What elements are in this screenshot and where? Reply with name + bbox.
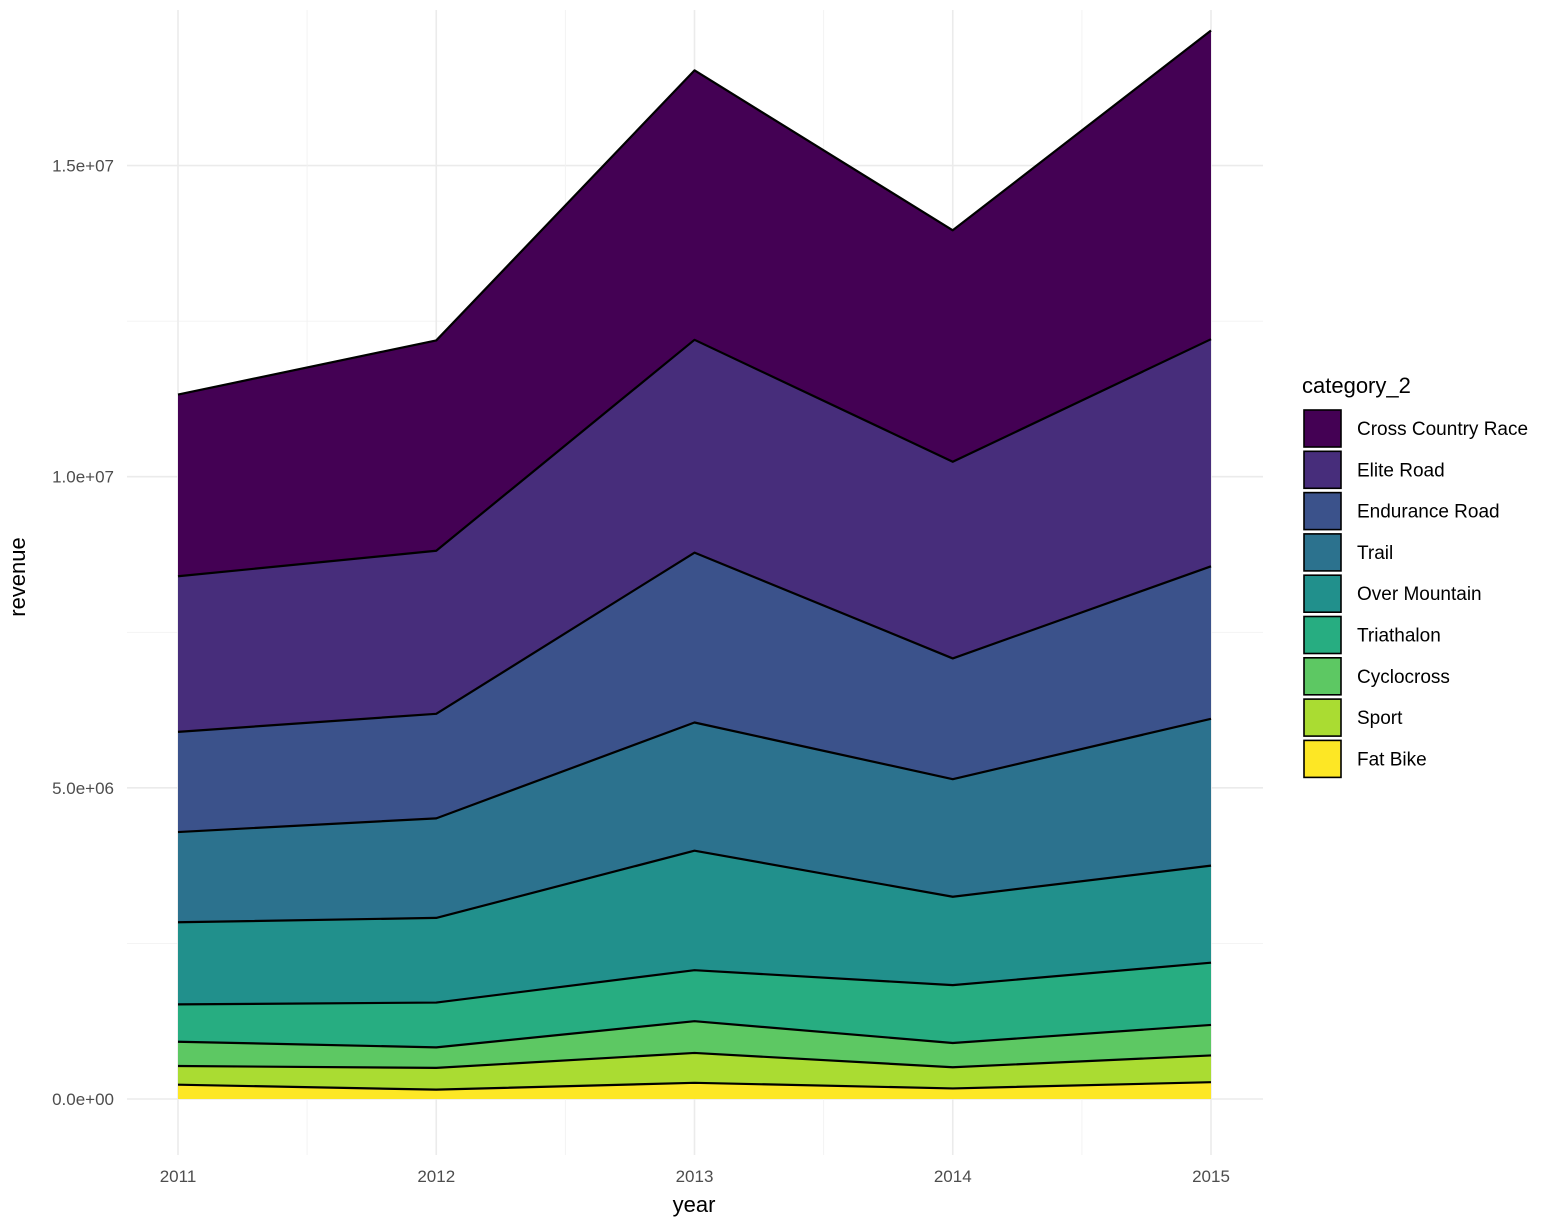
legend-label-fat-bike: Fat Bike bbox=[1357, 749, 1427, 770]
boundary-lines bbox=[177, 29, 1212, 1091]
line-elite-road bbox=[177, 338, 1212, 578]
area-over-mountain bbox=[178, 850, 1211, 1005]
line-endurance-road bbox=[177, 551, 1212, 733]
line-sport bbox=[177, 1051, 1212, 1069]
legend-label-sport: Sport bbox=[1357, 708, 1403, 729]
y-tick-label: 1.0e+07 bbox=[52, 468, 114, 487]
line-cyclocross bbox=[177, 1020, 1212, 1049]
legend: category_2 Cross Country Race Elite Road E… bbox=[1302, 373, 1528, 779]
legend-items: Cross Country Race Elite Road Endurance Ro… bbox=[1303, 409, 1528, 779]
y-tick-label: 0.0e+00 bbox=[52, 1090, 114, 1109]
legend-key-elite-road bbox=[1303, 450, 1342, 490]
legend-label-elite-road: Elite Road bbox=[1357, 460, 1445, 481]
x-tick-label: 2012 bbox=[417, 1167, 455, 1186]
legend-key-triathalon bbox=[1303, 615, 1342, 655]
x-axis-title: year bbox=[673, 1192, 716, 1217]
area-cross-country-race bbox=[178, 30, 1211, 577]
area-fat-bike bbox=[178, 1082, 1211, 1099]
line-over-mountain bbox=[177, 849, 1212, 924]
x-tick-label: 2011 bbox=[160, 1167, 197, 1186]
legend-label-triathalon: Triathalon bbox=[1357, 626, 1441, 647]
line-cross-country-race bbox=[177, 29, 1212, 396]
legend-label-cyclocross: Cyclocross bbox=[1357, 667, 1450, 688]
area-layer bbox=[178, 30, 1211, 1099]
legend-key-over-mountain bbox=[1303, 574, 1342, 614]
legend-key-endurance-road bbox=[1303, 491, 1342, 531]
x-tick-label: 2015 bbox=[1192, 1167, 1230, 1186]
line-fat-bike bbox=[177, 1081, 1212, 1091]
legend-label-endurance-road: Endurance Road bbox=[1357, 502, 1500, 523]
area-endurance-road bbox=[178, 552, 1211, 833]
y-axis-title: revenue bbox=[5, 537, 30, 617]
line-trail bbox=[177, 717, 1212, 834]
area-sport bbox=[178, 1052, 1211, 1090]
area-triathalon bbox=[178, 962, 1211, 1048]
legend-label-trail: Trail bbox=[1357, 543, 1393, 564]
legend-key-trail bbox=[1303, 533, 1342, 572]
legend-label-over-mountain: Over Mountain bbox=[1357, 584, 1482, 605]
legend-key-cross-country-race bbox=[1303, 409, 1342, 448]
x-tick-label: 2014 bbox=[934, 1167, 972, 1186]
y-tick-label: 5.0e+06 bbox=[52, 779, 114, 798]
x-tick-label: 2013 bbox=[676, 1167, 714, 1186]
legend-key-fat-bike bbox=[1303, 739, 1342, 779]
y-tick-label: 1.5e+07 bbox=[52, 157, 114, 176]
legend-key-sport bbox=[1303, 698, 1342, 737]
area-trail bbox=[178, 718, 1211, 923]
line-triathalon bbox=[177, 961, 1212, 1006]
legend-label-cross-country-race: Cross Country Race bbox=[1357, 419, 1528, 440]
legend-key-cyclocross bbox=[1303, 656, 1342, 696]
x-axis-ticks: 2011 2012 2013 2014 2015 bbox=[160, 1167, 1230, 1186]
area-cyclocross bbox=[178, 1021, 1211, 1068]
area-elite-road bbox=[178, 339, 1211, 732]
legend-title: category_2 bbox=[1302, 373, 1411, 398]
y-axis-ticks: 0.0e+00 5.0e+06 1.0e+07 1.5e+07 bbox=[52, 157, 114, 1109]
